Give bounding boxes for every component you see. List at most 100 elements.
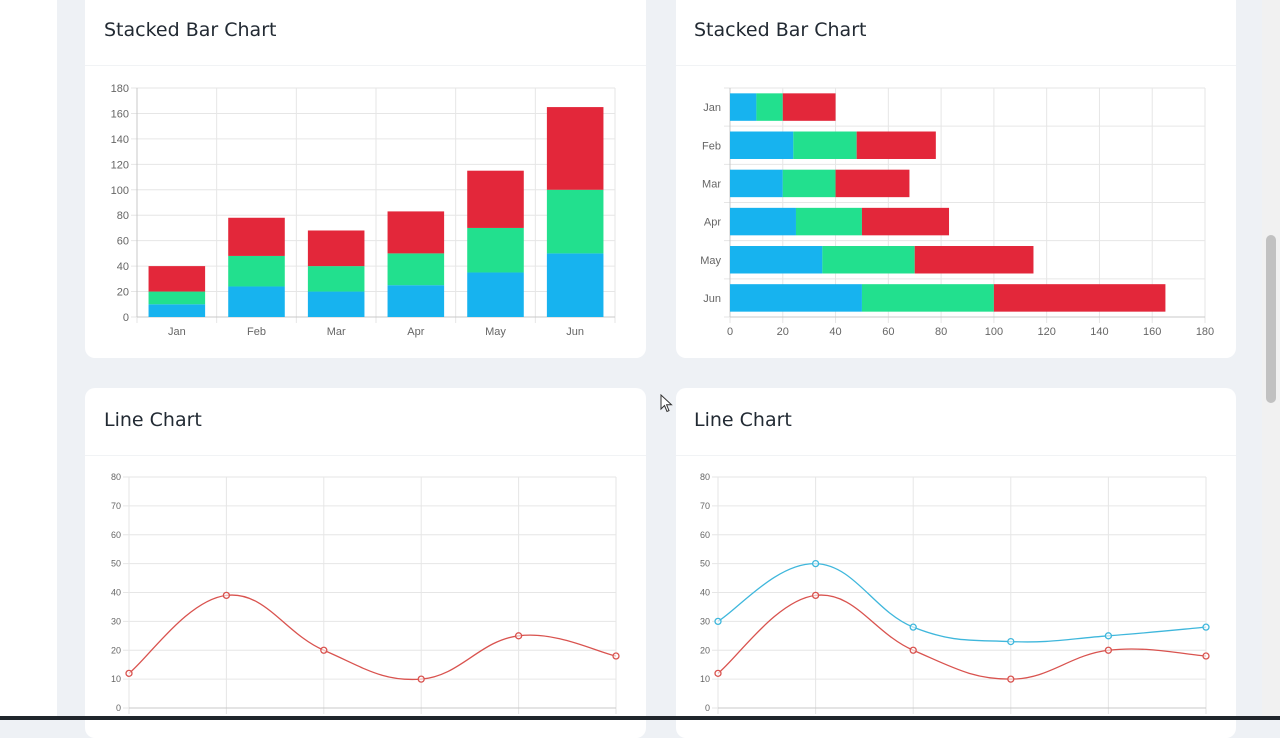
bar-segment: [782, 169, 836, 198]
x-tick-label: 80: [935, 326, 947, 338]
data-point: [811, 559, 820, 568]
bar-segment: [467, 272, 524, 317]
data-point: [1007, 675, 1015, 683]
stacked-bar-chart-horizontal: 0 20 40 60 80 100 120 140 160 180 Jan Feb Mar Apr May J…: [700, 87, 1214, 338]
grid-lines: [712, 476, 1207, 714]
x-tick-label: Jan: [168, 326, 186, 338]
y-tick-label: 80: [111, 472, 121, 482]
card-title: Stacked Bar Chart: [104, 19, 277, 41]
y-tick-label: 20: [111, 645, 121, 655]
bar-segment: [730, 284, 862, 312]
bar-segment: [856, 131, 936, 159]
y-tick-label: 160: [111, 108, 129, 120]
bar-segment: [730, 169, 783, 198]
data-point: [1104, 646, 1113, 654]
bar-segment: [546, 107, 604, 190]
line-chart-two-series: 0 10 20 30 40 50 60 70 80: [700, 472, 1210, 714]
x-tick-label: Apr: [407, 326, 424, 338]
page-scrollbar[interactable]: [1262, 0, 1280, 720]
card-title: Stacked Bar Chart: [694, 19, 867, 41]
y-tick-label: 120: [111, 159, 129, 171]
bar-segment: [793, 131, 857, 159]
bar-segment: [730, 93, 757, 121]
bar-segment: [861, 284, 994, 312]
y-tick-label: 30: [700, 616, 710, 626]
data-point: [514, 632, 523, 640]
grid-lines: [724, 87, 1206, 323]
bar-segment: [467, 227, 524, 273]
series-line: [128, 594, 617, 681]
x-tick-label: Mar: [327, 326, 346, 338]
bar-segment: [822, 246, 915, 274]
card-divider: [85, 455, 646, 456]
card-title: Line Chart: [694, 409, 792, 431]
x-tick-label: 40: [829, 326, 841, 338]
x-tick-label: 0: [727, 326, 733, 338]
x-tick-label: 160: [1143, 326, 1161, 338]
data-point: [417, 675, 425, 683]
y-tick-label: 10: [111, 674, 121, 684]
bar-segment: [148, 266, 206, 292]
stacked-bar-card-vertical: Stacked Bar Chart 0 20 40 60 80 100 120 140 160 1…: [85, 0, 646, 358]
y-tick-label: 30: [111, 616, 121, 626]
y-tick-label: 40: [700, 588, 710, 598]
bar-segment: [756, 93, 783, 121]
scrollbar-thumb[interactable]: [1266, 235, 1276, 403]
data-point: [1202, 623, 1210, 631]
bar-segment: [148, 291, 206, 305]
x-tick-label: 100: [985, 326, 1003, 338]
card-divider: [676, 455, 1236, 456]
bar-segment: [467, 170, 524, 228]
data-point: [125, 669, 133, 678]
bar-segment: [835, 169, 910, 198]
x-tick-label: 180: [1196, 326, 1214, 338]
y-tick-label: 40: [111, 588, 121, 598]
x-tick-label: May: [485, 326, 506, 338]
x-tick-label: 140: [1090, 326, 1108, 338]
card-divider: [85, 65, 646, 66]
y-tick-label: Jun: [703, 293, 721, 305]
data-point: [714, 617, 722, 626]
y-tick-label: 60: [700, 530, 710, 540]
bar-segment: [861, 207, 950, 236]
bar-segment: [914, 246, 1034, 274]
bar-segment: [228, 217, 285, 256]
data-point: [909, 646, 917, 654]
data-point: [714, 669, 722, 678]
data-point: [320, 646, 328, 654]
y-tick-label: 80: [700, 472, 710, 482]
y-tick-label: 0: [123, 312, 129, 324]
y-tick-label: 100: [111, 185, 129, 197]
y-tick-label: 0: [705, 703, 710, 713]
data-point: [1007, 637, 1015, 646]
x-tick-label: Feb: [247, 326, 266, 338]
data-point: [811, 591, 820, 600]
bar-segment: [546, 189, 604, 254]
y-tick-label: 10: [700, 674, 710, 684]
x-tick-label: 60: [882, 326, 894, 338]
data-point: [612, 652, 620, 660]
line-chart-card-single: Line Chart 0 10 20 30 40 50 60 70 80: [85, 388, 646, 738]
bar-segment: [228, 255, 285, 287]
bar-segment: [730, 131, 794, 159]
bar-segment: [993, 284, 1166, 312]
stacked-bar-card-horizontal: Stacked Bar Chart 0 20 40 60 80 100 120 140 160 1…: [676, 0, 1236, 358]
bottom-edge-bar: [0, 716, 1280, 720]
y-tick-label: Jan: [703, 102, 721, 114]
y-tick-label: 60: [117, 236, 129, 248]
bar-segment: [387, 285, 445, 317]
y-tick-label: 70: [700, 501, 710, 511]
y-tick-label: 70: [111, 501, 121, 511]
card-title: Line Chart: [104, 409, 202, 431]
mouse-cursor-icon: [660, 394, 673, 413]
y-tick-label: 0: [116, 703, 121, 713]
bar-segment: [148, 304, 206, 317]
series-line: [717, 594, 1207, 680]
y-tick-label: Apr: [704, 217, 721, 229]
line-chart-card-double: Line Chart 0 10 20 30 40 50 60 70 80: [676, 388, 1236, 738]
bar-segment: [730, 207, 796, 236]
data-point: [222, 591, 231, 600]
x-tick-label: 20: [777, 326, 789, 338]
x-tick-label: Jun: [566, 326, 584, 338]
line-chart-single-series: 0 10 20 30 40 50 60 70 80: [111, 472, 620, 714]
